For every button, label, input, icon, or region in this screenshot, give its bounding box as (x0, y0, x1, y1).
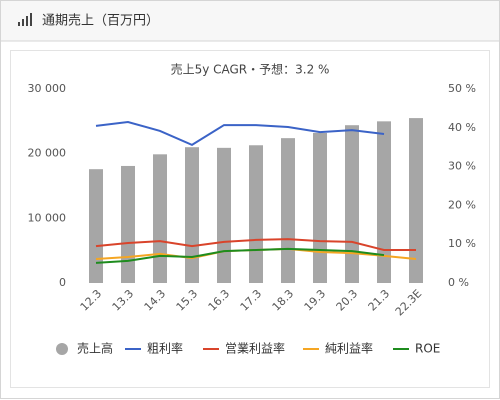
line (95, 238, 416, 252)
bar (121, 165, 135, 283)
y-tick-label: 0 (59, 276, 66, 289)
y2-tick-label: 40 % (448, 121, 476, 134)
legend-label: 営業利益率 (225, 341, 285, 356)
chart-title: 売上5y CAGR・予想：3.2 % (171, 62, 330, 77)
y-tick-label: 10 000 (28, 211, 67, 224)
bar (377, 121, 391, 283)
bar (249, 145, 263, 283)
legend-label: 粗利率 (147, 341, 183, 356)
bar (217, 147, 231, 283)
y-tick-label: 30 000 (28, 82, 67, 95)
bar (313, 132, 327, 283)
bar (89, 169, 103, 283)
legend-swatch (56, 343, 68, 355)
line (95, 247, 385, 264)
y-tick-label: 20 000 (28, 147, 67, 160)
card-header (1, 1, 499, 41)
bar (409, 118, 423, 283)
y2-tick-label: 20 % (448, 198, 476, 211)
legend-label: 純利益率 (325, 341, 373, 356)
header-title: 通期売上（百万円） (42, 13, 159, 29)
bar (185, 147, 199, 283)
y2-tick-label: 30 % (448, 160, 476, 173)
legend-label: 売上高 (77, 341, 113, 356)
y2-tick-label: 10 % (448, 237, 476, 250)
y2-tick-label: 0 % (448, 276, 469, 289)
line (95, 120, 385, 146)
bar (345, 125, 359, 283)
bar (281, 138, 295, 283)
y2-tick-label: 50 % (448, 82, 476, 95)
header-icon (18, 13, 32, 26)
legend-label: ROE (415, 342, 440, 356)
bar (153, 154, 167, 283)
